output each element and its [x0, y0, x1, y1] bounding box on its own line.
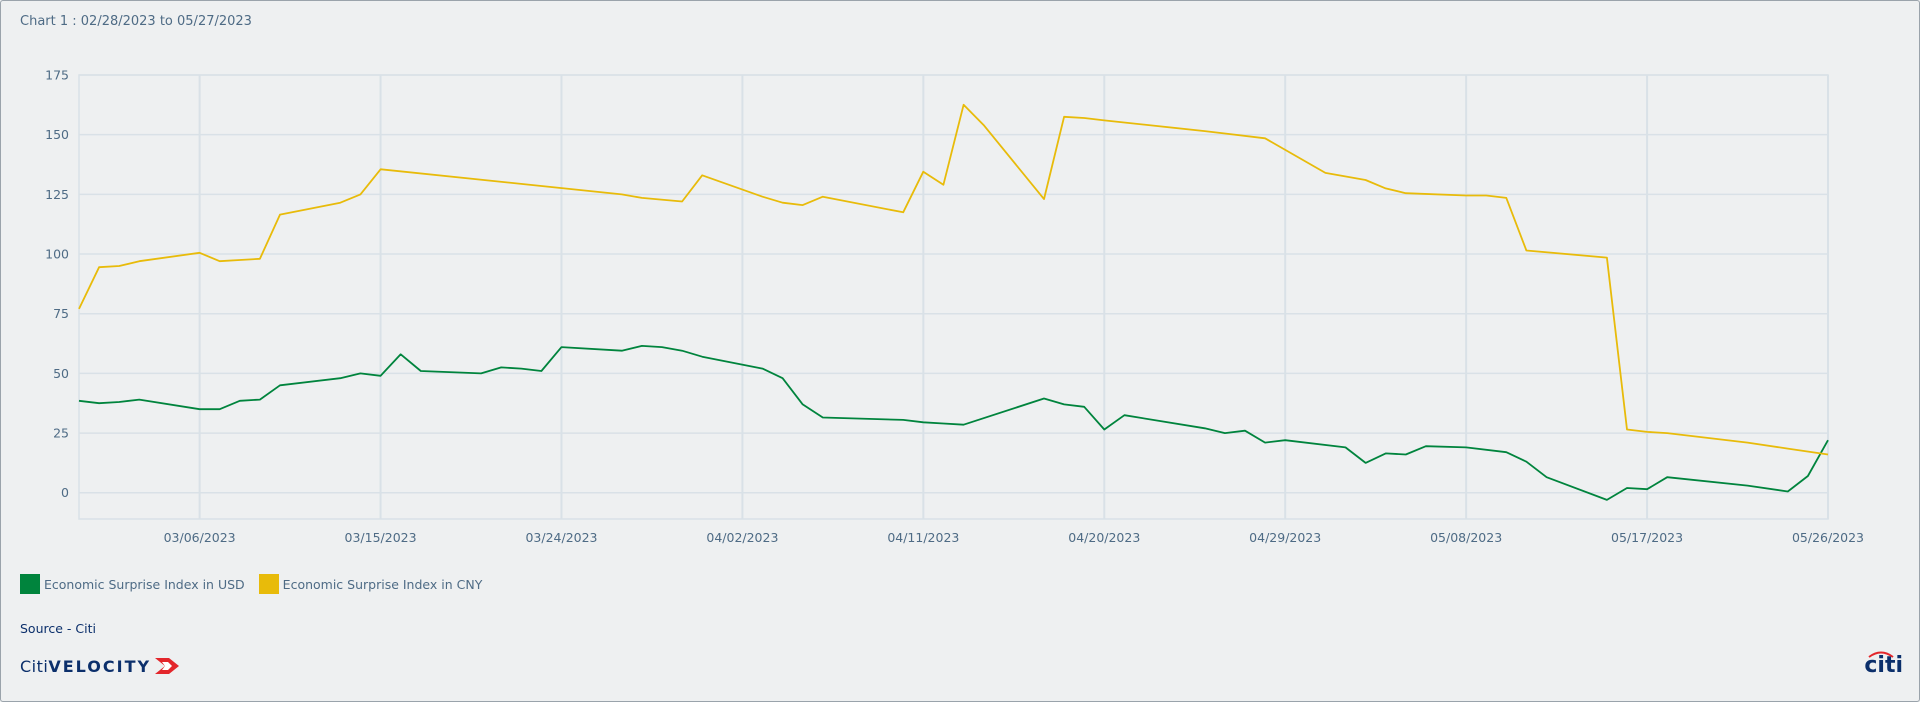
legend-label-cny: Economic Surprise Index in CNY: [282, 576, 483, 592]
x-tick-label: 04/02/2023: [706, 530, 778, 545]
x-tick-label: 05/17/2023: [1611, 530, 1683, 545]
x-tick-label: 05/26/2023: [1792, 530, 1864, 545]
legend-item-usd[interactable]: Economic Surprise Index in USD: [20, 574, 245, 594]
x-tick-label: 04/29/2023: [1249, 530, 1321, 545]
y-tick-label: 175: [45, 68, 69, 83]
x-tick-label: 03/15/2023: [345, 530, 417, 545]
y-tick-label: 50: [53, 366, 69, 381]
x-tick-label: 03/24/2023: [525, 530, 597, 545]
velocity-arrow-icon: [155, 658, 180, 674]
chart-title: Chart 1 : 02/28/2023 to 05/27/2023: [20, 14, 252, 29]
grid: [78, 74, 1829, 520]
legend-item-cny[interactable]: Economic Surprise Index in CNY: [258, 574, 483, 594]
x-tick-label: 03/06/2023: [164, 530, 236, 545]
legend-swatch-usd: [20, 574, 40, 594]
legend-label-usd: Economic Surprise Index in USD: [44, 576, 245, 592]
citi-arc-icon: [1868, 651, 1894, 658]
y-tick-label: 100: [45, 247, 69, 262]
source-note: Source - Citi: [20, 621, 96, 636]
citi-logo: citi: [1864, 651, 1903, 678]
y-tick-label: 125: [45, 187, 69, 202]
logo-velocity-text: VELOCITY: [48, 656, 152, 676]
x-tick-label: 04/11/2023: [887, 530, 959, 545]
logo-citi-text: Citi: [20, 656, 49, 676]
series-line-cny: [78, 103, 1829, 456]
y-tick-label: 75: [53, 306, 69, 321]
series-layer: [78, 103, 1829, 501]
y-tick-label: 150: [45, 127, 69, 142]
tick-labels: 0 25 50 75 100 125 150 175 03/06/2023 03/15/2023 0…: [45, 68, 1864, 546]
legend-swatch-cny: [258, 574, 279, 594]
legend: Economic Surprise Index in USD Economic …: [20, 574, 496, 594]
citi-velocity-logo: Citi VELOCITY: [20, 656, 181, 676]
x-tick-label: 05/08/2023: [1430, 530, 1502, 545]
series-line-usd: [78, 344, 1829, 501]
y-tick-label: 0: [61, 485, 69, 500]
y-tick-label: 25: [53, 426, 69, 441]
x-tick-label: 04/20/2023: [1068, 530, 1140, 545]
